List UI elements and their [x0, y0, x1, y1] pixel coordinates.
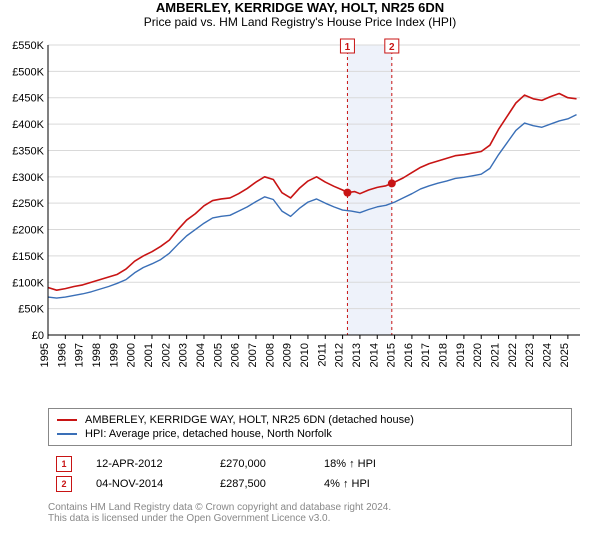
svg-text:2025: 2025: [559, 343, 571, 367]
svg-text:2008: 2008: [264, 343, 276, 367]
event-row: 1 12-APR-2012 £270,000 18% ↑ HPI: [56, 454, 564, 474]
svg-text:2001: 2001: [143, 343, 155, 367]
event-row: 2 04-NOV-2014 £287,500 4% ↑ HPI: [56, 474, 564, 494]
svg-text:2013: 2013: [351, 343, 363, 367]
svg-text:1997: 1997: [74, 343, 86, 367]
svg-text:1999: 1999: [108, 343, 120, 367]
svg-text:£0: £0: [32, 330, 44, 342]
svg-text:2002: 2002: [160, 343, 172, 367]
svg-text:2006: 2006: [230, 343, 242, 367]
svg-text:£200K: £200K: [12, 225, 44, 237]
svg-text:2007: 2007: [247, 343, 259, 367]
svg-text:2010: 2010: [299, 343, 311, 367]
svg-text:£150K: £150K: [12, 251, 44, 263]
footer-line-2: This data is licensed under the Open Gov…: [48, 513, 572, 524]
chart-container: AMBERLEY, KERRIDGE WAY, HOLT, NR25 6DN P…: [0, 0, 600, 560]
legend-item: AMBERLEY, KERRIDGE WAY, HOLT, NR25 6DN (…: [57, 413, 563, 427]
svg-text:1995: 1995: [39, 343, 51, 367]
svg-text:2009: 2009: [282, 343, 294, 367]
svg-text:1996: 1996: [56, 343, 68, 367]
svg-text:2024: 2024: [542, 343, 554, 367]
svg-text:2: 2: [389, 42, 395, 53]
event-price: £287,500: [220, 478, 300, 490]
event-marker: 1: [56, 456, 72, 472]
svg-text:£300K: £300K: [12, 172, 44, 184]
event-list: 1 12-APR-2012 £270,000 18% ↑ HPI 2 04-NOV-201…: [48, 450, 572, 498]
chart-plot-area: £0 £50K £100K £150K £200K £250K £300K £350K £400…: [0, 35, 600, 400]
svg-text:2003: 2003: [178, 343, 190, 367]
svg-text:£450K: £450K: [12, 93, 44, 105]
legend-label: HPI: Average price, detached house, Nort…: [85, 428, 332, 440]
event-date: 12-APR-2012: [96, 458, 196, 470]
svg-text:1: 1: [345, 42, 351, 53]
svg-text:2005: 2005: [212, 343, 224, 367]
svg-text:2016: 2016: [403, 343, 415, 367]
svg-text:£350K: £350K: [12, 145, 44, 157]
event-delta: 4% ↑ HPI: [324, 478, 370, 490]
svg-text:£500K: £500K: [12, 66, 44, 78]
svg-text:2004: 2004: [195, 343, 207, 367]
svg-text:2019: 2019: [455, 343, 467, 367]
svg-text:2012: 2012: [334, 343, 346, 367]
svg-text:£50K: £50K: [18, 304, 44, 316]
event-delta: 18% ↑ HPI: [324, 458, 376, 470]
legend-item: HPI: Average price, detached house, Nort…: [57, 427, 563, 441]
svg-text:2021: 2021: [490, 343, 502, 367]
svg-text:2015: 2015: [386, 343, 398, 367]
svg-text:£250K: £250K: [12, 198, 44, 210]
svg-text:2014: 2014: [368, 343, 380, 367]
svg-text:£400K: £400K: [12, 119, 44, 131]
event-date: 04-NOV-2014: [96, 478, 196, 490]
legend-label: AMBERLEY, KERRIDGE WAY, HOLT, NR25 6DN (…: [85, 414, 414, 426]
svg-text:2000: 2000: [126, 343, 138, 367]
svg-text:2020: 2020: [472, 343, 484, 367]
event-price: £270,000: [220, 458, 300, 470]
svg-text:1998: 1998: [91, 343, 103, 367]
footer-attribution: Contains HM Land Registry data © Crown c…: [48, 502, 572, 524]
event-marker: 2: [56, 476, 72, 492]
legend-swatch: [57, 419, 77, 421]
chart-title: AMBERLEY, KERRIDGE WAY, HOLT, NR25 6DN: [0, 0, 600, 15]
line-chart-svg: £0 £50K £100K £150K £200K £250K £300K £350K £400…: [0, 35, 600, 395]
chart-subtitle: Price paid vs. HM Land Registry's House …: [0, 15, 600, 29]
svg-text:2018: 2018: [438, 343, 450, 367]
svg-text:2023: 2023: [524, 343, 536, 367]
legend: AMBERLEY, KERRIDGE WAY, HOLT, NR25 6DN (…: [48, 408, 572, 446]
svg-text:2011: 2011: [316, 343, 328, 367]
svg-text:£100K: £100K: [12, 277, 44, 289]
footer-line-1: Contains HM Land Registry data © Crown c…: [48, 502, 572, 513]
legend-swatch: [57, 433, 77, 435]
svg-text:2017: 2017: [420, 343, 432, 367]
svg-text:2022: 2022: [507, 343, 519, 367]
svg-text:£550K: £550K: [12, 40, 44, 52]
